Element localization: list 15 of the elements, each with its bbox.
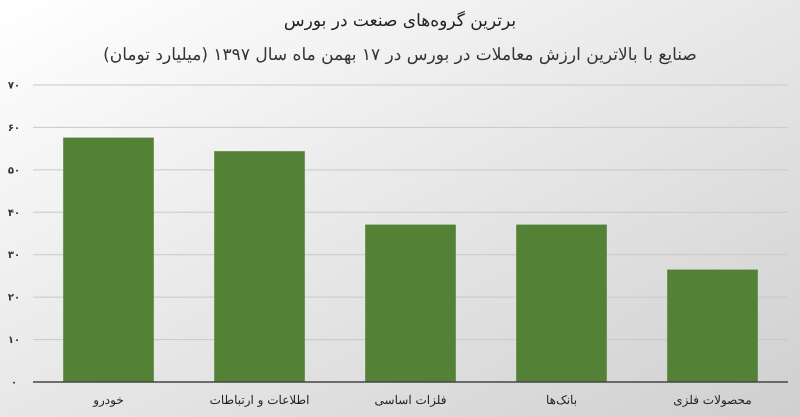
x-tick-label: بانک‌ها [546, 393, 578, 407]
x-tick-label: فلزات اساسی [374, 393, 446, 407]
y-tick-label: ۰ [10, 378, 18, 388]
y-tick-label: ۳۰ [8, 250, 20, 262]
x-tick-label: خودرو [92, 393, 124, 407]
y-tick-label: ۶۰ [8, 122, 20, 134]
y-tick-label: ۷۰ [8, 80, 20, 92]
chart-subtitle: صنایع با بالاترین ارزش معاملات در بورس در ۱۷ بهمن ماه سال ۱۳۹۷ (میلیارد تومان) [103, 45, 697, 65]
y-tick-label: ۴۰ [8, 208, 20, 219]
x-tick-label: اطلاعات و ارتباطات [210, 393, 310, 407]
y-tick-label: ۵۰ [8, 165, 20, 176]
y-tick-label: ۱۰ [8, 335, 20, 346]
x-tick-label: محصولات فلزی [673, 393, 752, 407]
chart-title: برترین گروه‌های صنعت در بورس [284, 10, 516, 31]
y-tick-label: ۲۰ [8, 292, 20, 304]
